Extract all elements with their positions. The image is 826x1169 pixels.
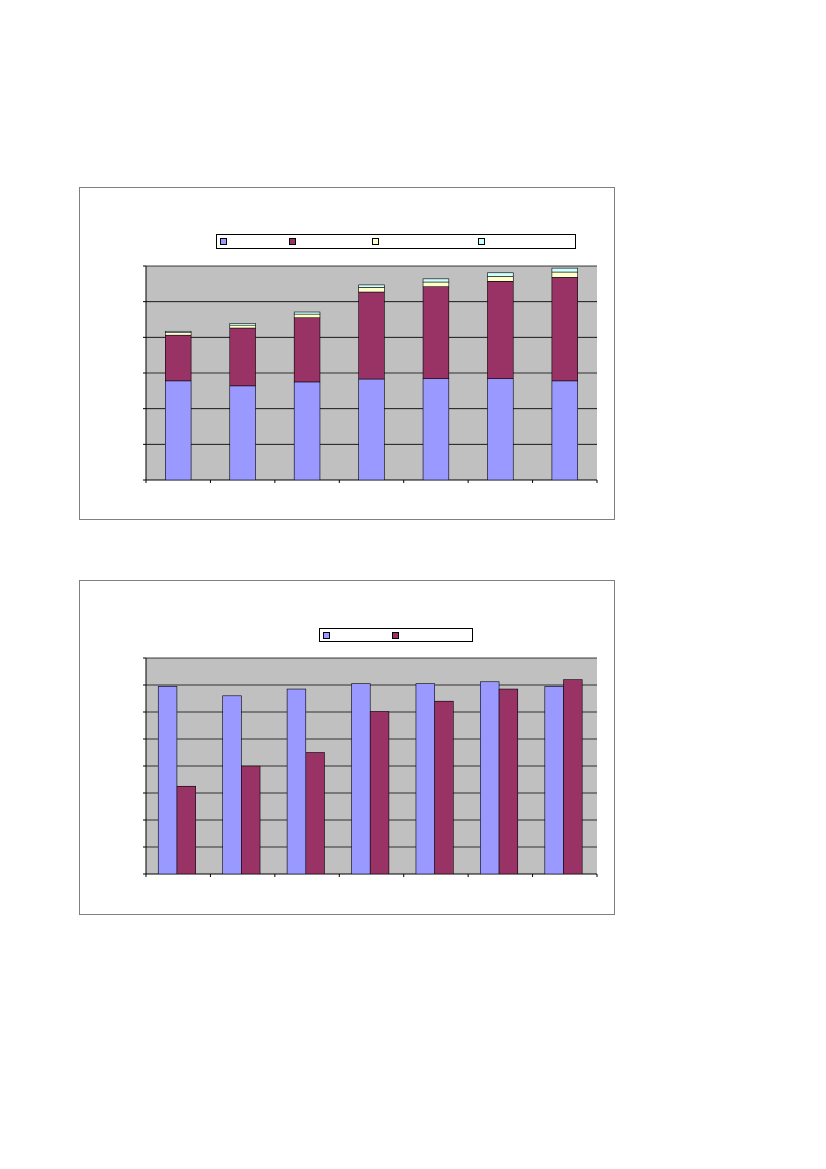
legend-2-swatch-1 [323, 632, 330, 639]
chart-2-bar-s1-c4 [351, 683, 371, 875]
chart-1-bar-s4-c6 [487, 272, 514, 277]
chart-1-legend [216, 234, 576, 249]
legend-1-swatch-2 [289, 238, 296, 245]
chart-2-bar-s1-c3 [286, 688, 307, 875]
chart-1-bar-s4-c4 [358, 284, 385, 288]
legend-1-swatch-1 [220, 238, 227, 245]
chart-1-bar-s4-c2 [229, 323, 256, 326]
chart-1-bar-s1-c4 [358, 378, 385, 481]
chart-1-bar-s2-c1 [165, 334, 192, 382]
legend-2-swatch-2 [392, 632, 399, 639]
chart-2-legend [319, 628, 473, 642]
chart-2-bar-s2-c3 [305, 752, 325, 875]
chart-2-bar-s1-c6 [480, 681, 500, 875]
chart-2-bar-s1-c1 [157, 686, 178, 875]
chart-1-bar-s1-c1 [165, 380, 192, 481]
chart-1-bar-s4-c3 [293, 311, 321, 315]
chart-1-bar-s1-c3 [293, 381, 321, 481]
chart-1-bar-s1-c2 [229, 385, 256, 481]
chart-2-bar-s2-c5 [434, 700, 454, 875]
chart-1-bar-s1-c6 [487, 378, 514, 481]
chart-2-bar-s1-c5 [415, 683, 435, 875]
chart-1-bar-s4-c7 [551, 267, 578, 273]
legend-1-swatch-3 [372, 238, 379, 245]
chart-1-bar-s2-c6 [487, 281, 514, 380]
chart-2-bar-s2-c1 [176, 785, 196, 875]
chart-2-bar-s2-c7 [563, 679, 583, 875]
chart-1-bar-s4-c5 [422, 278, 450, 283]
legend-1-swatch-4 [478, 238, 485, 245]
chart-1-bar-s2-c3 [293, 317, 321, 383]
chart-2-bar-s1-c2 [222, 695, 242, 875]
chart-2-bar-s2-c4 [369, 711, 390, 875]
chart-1-bar-s2-c5 [422, 286, 450, 380]
chart-1-bar-s4-c1 [165, 330, 192, 333]
chart-2-bar-s2-c6 [498, 688, 519, 875]
chart-2-bar-s2-c2 [241, 765, 261, 875]
chart-1-bar-s1-c7 [551, 380, 578, 481]
chart-1-bar-s2-c7 [551, 277, 578, 382]
chart-2-bar-s1-c7 [544, 686, 564, 875]
